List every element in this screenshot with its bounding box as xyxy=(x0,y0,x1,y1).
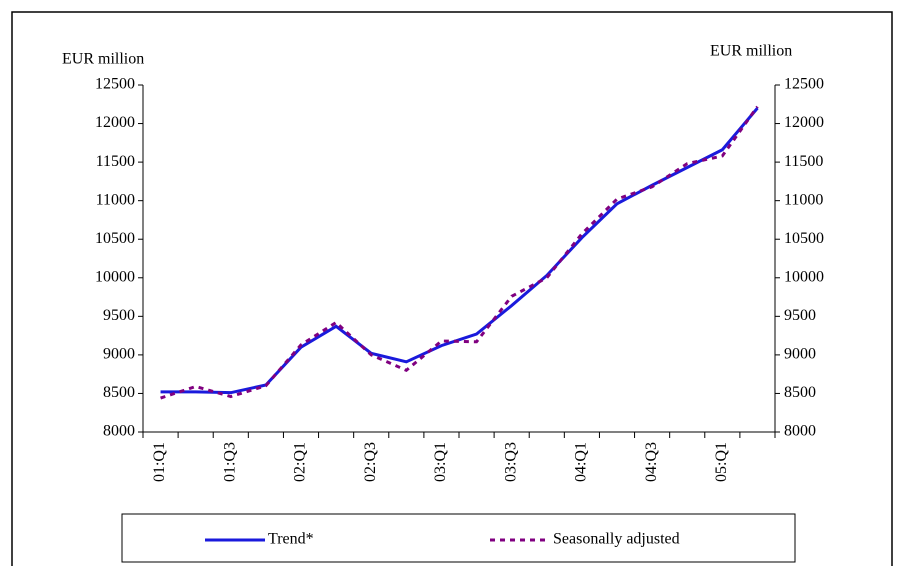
y-tick-label: 12000 xyxy=(95,114,135,131)
legend-label: Seasonally adjusted xyxy=(553,531,680,548)
y-tick-label: 10000 xyxy=(95,268,135,285)
y2-tick-label: 11500 xyxy=(784,153,823,170)
y-tick-label: 11500 xyxy=(96,153,135,170)
y-axis-label: EUR million xyxy=(62,51,144,68)
x-tick-label: 03:Q3 xyxy=(502,442,519,482)
y-tick-label: 9000 xyxy=(103,346,135,363)
y2-tick-label: 10000 xyxy=(784,268,824,285)
x-tick-label: 05:Q1 xyxy=(713,442,730,482)
x-tick-label: 04:Q1 xyxy=(573,442,590,482)
y2-tick-label: 9500 xyxy=(784,307,816,324)
series-line xyxy=(160,105,759,400)
y2-tick-label: 12500 xyxy=(784,76,824,93)
y2-axis-label: EUR million xyxy=(710,43,792,60)
y-tick-label: 9500 xyxy=(103,307,135,324)
x-tick-label: 01:Q3 xyxy=(221,442,238,482)
x-tick-label: 04:Q3 xyxy=(643,442,660,482)
legend-label: Trend* xyxy=(268,531,314,548)
y-tick-label: 12500 xyxy=(95,76,135,93)
y2-tick-label: 11000 xyxy=(784,191,823,208)
y2-tick-label: 8500 xyxy=(784,384,816,401)
y-tick-label: 8000 xyxy=(103,423,135,440)
y-tick-label: 10500 xyxy=(95,230,135,247)
legend-box xyxy=(121,513,796,563)
x-tick-label: 02:Q3 xyxy=(362,442,379,482)
y2-tick-label: 12000 xyxy=(784,114,824,131)
series-line xyxy=(160,107,759,395)
y2-tick-label: 8000 xyxy=(784,423,816,440)
x-tick-label: 03:Q1 xyxy=(432,442,449,482)
x-tick-label: 01:Q1 xyxy=(151,442,168,482)
y2-tick-label: 10500 xyxy=(784,230,824,247)
frame xyxy=(11,11,893,566)
y-tick-label: 8500 xyxy=(103,384,135,401)
y-tick-label: 11000 xyxy=(96,191,135,208)
x-tick-label: 02:Q1 xyxy=(292,442,309,482)
y2-tick-label: 9000 xyxy=(784,346,816,363)
